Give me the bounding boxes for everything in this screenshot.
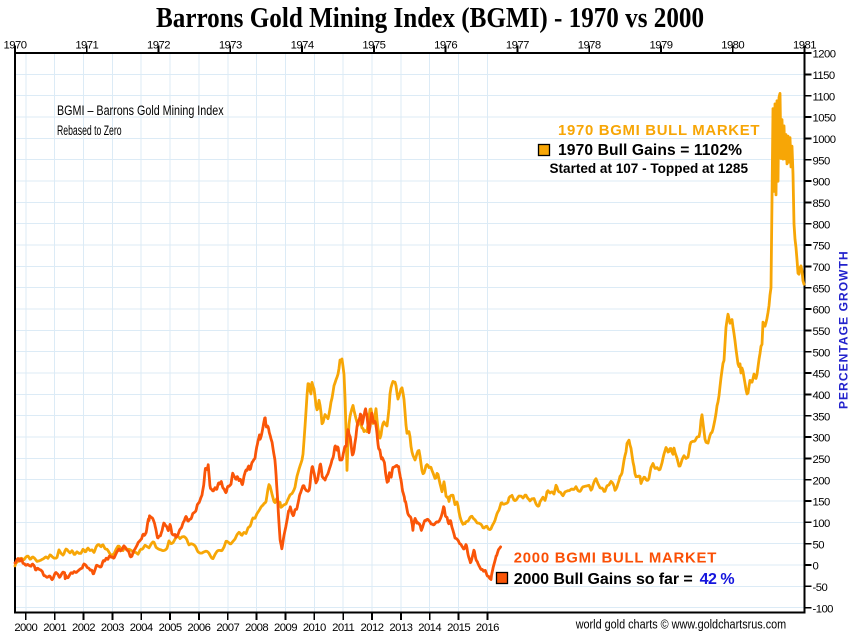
svg-text:2000 BGMI BULL MARKET: 2000 BGMI BULL MARKET	[514, 550, 717, 566]
svg-text:600: 600	[813, 305, 830, 317]
svg-text:1977: 1977	[506, 40, 529, 52]
svg-text:2004: 2004	[130, 622, 153, 634]
svg-text:650: 650	[813, 283, 830, 295]
svg-text:350: 350	[813, 411, 830, 423]
svg-text:2016: 2016	[476, 622, 499, 634]
svg-text:Started at 107 - Topped at 128: Started at 107 - Topped at 1285	[550, 161, 749, 176]
svg-text:1973: 1973	[219, 40, 242, 52]
svg-text:1970 BGMI BULL MARKET: 1970 BGMI BULL MARKET	[558, 123, 760, 139]
svg-text:2008: 2008	[245, 622, 268, 634]
svg-text:450: 450	[813, 369, 830, 381]
svg-text:2006: 2006	[187, 622, 210, 634]
svg-text:2001: 2001	[43, 622, 66, 634]
svg-text:42 %: 42 %	[700, 571, 735, 588]
svg-text:2011: 2011	[332, 622, 354, 634]
svg-text:2007: 2007	[216, 622, 239, 634]
svg-text:900: 900	[813, 177, 830, 189]
svg-text:100: 100	[813, 518, 830, 530]
svg-text:1100: 1100	[813, 91, 835, 103]
svg-text:2010: 2010	[303, 622, 326, 634]
svg-text:2005: 2005	[159, 622, 182, 634]
svg-text:2013: 2013	[389, 622, 412, 634]
svg-text:50: 50	[813, 539, 825, 551]
svg-text:550: 550	[813, 326, 830, 338]
svg-text:PERCENTAGE GROWTH: PERCENTAGE GROWTH	[837, 250, 851, 409]
svg-text:1972: 1972	[147, 40, 170, 52]
svg-text:1200: 1200	[813, 49, 836, 61]
svg-text:1980: 1980	[721, 40, 744, 52]
svg-text:-50: -50	[813, 582, 828, 594]
svg-text:Rebased to Zero: Rebased to Zero	[57, 123, 122, 139]
svg-text:750: 750	[813, 241, 830, 253]
svg-text:1971: 1971	[75, 40, 98, 52]
svg-text:2003: 2003	[101, 622, 124, 634]
svg-text:1000: 1000	[813, 134, 836, 146]
svg-text:1975: 1975	[362, 40, 385, 52]
svg-text:2002: 2002	[72, 622, 95, 634]
svg-text:2000 Bull Gains so far =: 2000 Bull Gains so far =	[514, 571, 693, 588]
svg-text:1970 Bull Gains = 1102%: 1970 Bull Gains = 1102%	[558, 142, 742, 159]
svg-text:-100: -100	[813, 603, 834, 615]
svg-text:world gold charts © www.goldch: world gold charts © www.goldchartsrus.co…	[575, 616, 786, 631]
svg-text:850: 850	[813, 198, 830, 210]
svg-text:2015: 2015	[447, 622, 470, 634]
svg-text:300: 300	[813, 433, 830, 445]
svg-text:1981: 1981	[793, 40, 816, 52]
svg-text:1976: 1976	[434, 40, 457, 52]
svg-text:BGMI – Barrons Gold Mining Ind: BGMI – Barrons Gold Mining Index	[57, 103, 224, 119]
svg-text:1974: 1974	[291, 40, 314, 52]
svg-text:700: 700	[813, 262, 830, 274]
svg-text:800: 800	[813, 219, 830, 231]
svg-text:0: 0	[813, 561, 819, 573]
svg-text:1050: 1050	[813, 113, 836, 125]
svg-text:400: 400	[813, 390, 830, 402]
svg-text:2009: 2009	[274, 622, 297, 634]
svg-text:1970: 1970	[4, 40, 27, 52]
svg-text:2012: 2012	[361, 622, 384, 634]
svg-text:950: 950	[813, 155, 830, 167]
svg-text:500: 500	[813, 347, 830, 359]
svg-text:200: 200	[813, 475, 830, 487]
svg-text:2014: 2014	[418, 622, 441, 634]
svg-text:250: 250	[813, 454, 830, 466]
svg-text:1978: 1978	[578, 40, 601, 52]
svg-text:Barrons Gold Mining Index (BGM: Barrons Gold Mining Index (BGMI) - 1970 …	[156, 3, 704, 34]
svg-text:150: 150	[813, 497, 830, 509]
svg-text:2000: 2000	[14, 622, 37, 634]
svg-text:1979: 1979	[650, 40, 673, 52]
svg-text:1150: 1150	[813, 70, 835, 82]
